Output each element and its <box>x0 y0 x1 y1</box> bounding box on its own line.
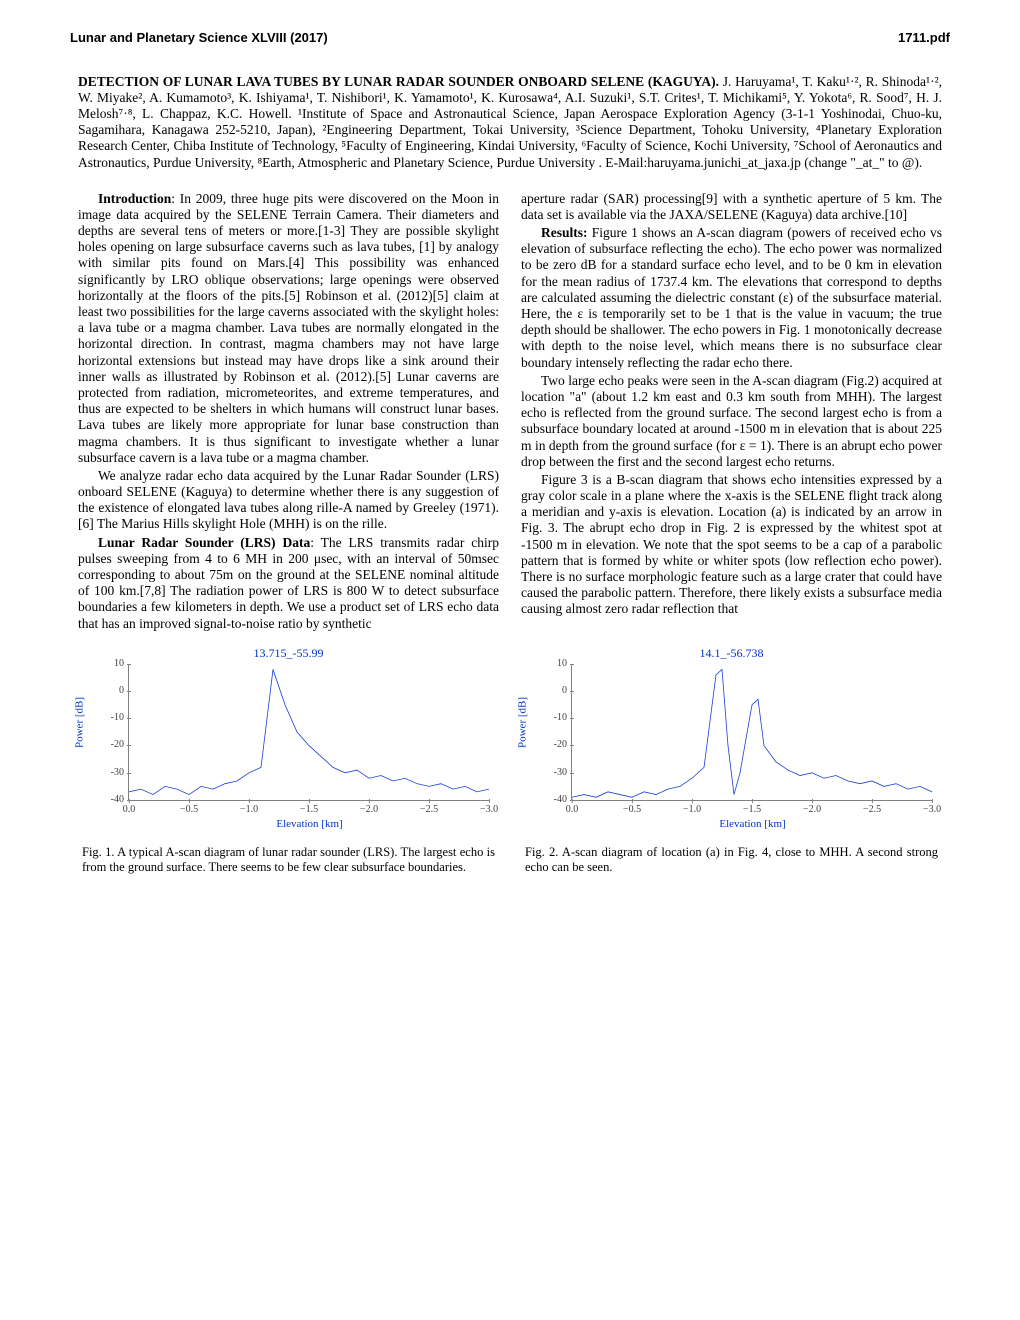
results-text-3: Figure 3 is a B-scan diagram that shows … <box>521 472 942 618</box>
fig1-title: 13.715_-55.99 <box>254 646 324 660</box>
fig1-caption: Fig. 1. A typical A-scan diagram of luna… <box>78 845 499 876</box>
page-header: Lunar and Planetary Science XLVIII (2017… <box>70 30 950 46</box>
left-column: Introduction: In 2009, three huge pits w… <box>78 191 499 634</box>
fig1-plot-area: 100-10-20-30-400.0−0.5−1.0−1.5−2.0−2.5−3… <box>128 664 489 801</box>
intro-heading: Introduction <box>98 191 171 206</box>
fig1-xlabel: Elevation [km] <box>276 818 342 831</box>
fig2-title: 14.1_-56.738 <box>700 646 764 660</box>
intro-text-2: We analyze radar echo data acquired by t… <box>78 468 499 533</box>
intro-text-1: : In 2009, three huge pits were discover… <box>78 191 499 465</box>
figure-2: 14.1_-56.738 Power [dB] Elevation [km] 1… <box>521 646 942 876</box>
figure-1: 13.715_-55.99 Power [dB] Elevation [km] … <box>78 646 499 876</box>
body-columns: Introduction: In 2009, three huge pits w… <box>70 191 950 634</box>
fig2-caption: Fig. 2. A-scan diagram of location (a) i… <box>521 845 942 876</box>
results-text-1: Figure 1 shows an A-scan diagram (powers… <box>521 225 942 370</box>
fig1-chart: 13.715_-55.99 Power [dB] Elevation [km] … <box>78 646 499 831</box>
right-column: aperture radar (SAR) processing[9] with … <box>521 191 942 634</box>
fig1-ylabel: Power [dB] <box>73 697 86 748</box>
col2-continue: aperture radar (SAR) processing[9] with … <box>521 191 942 223</box>
pdf-id: 1711.pdf <box>898 30 950 46</box>
conference-name: Lunar and Planetary Science XLVIII (2017… <box>70 30 328 46</box>
results-text-2: Two large echo peaks were seen in the A-… <box>521 373 942 470</box>
fig2-ylabel: Power [dB] <box>516 697 529 748</box>
title-block: DETECTION OF LUNAR LAVA TUBES BY LUNAR R… <box>70 74 950 171</box>
results-heading: Results: <box>541 225 588 240</box>
lrs-heading: Lunar Radar Sounder (LRS) Data <box>98 535 310 550</box>
fig2-xlabel: Elevation [km] <box>719 818 785 831</box>
figures-row: 13.715_-55.99 Power [dB] Elevation [km] … <box>70 646 950 876</box>
fig2-plot-area: 100-10-20-30-400.0−0.5−1.0−1.5−2.0−2.5−3… <box>571 664 932 801</box>
paper-title: DETECTION OF LUNAR LAVA TUBES BY LUNAR R… <box>78 74 719 89</box>
fig2-chart: 14.1_-56.738 Power [dB] Elevation [km] 1… <box>521 646 942 831</box>
